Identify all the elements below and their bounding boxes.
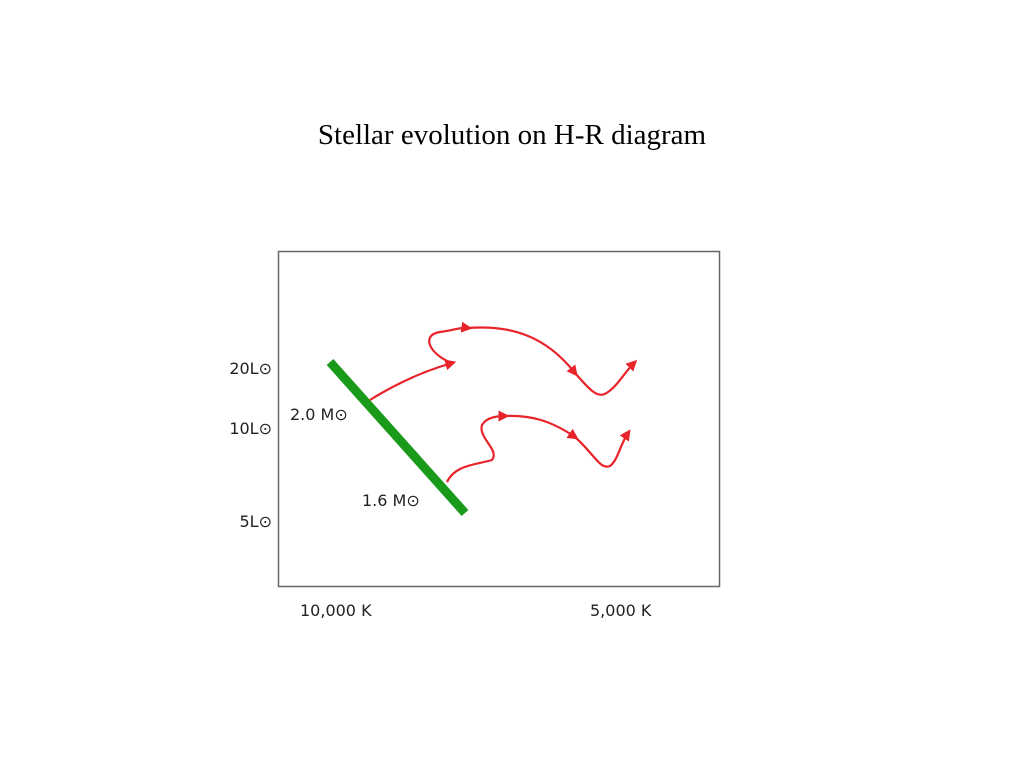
evolution-track	[369, 321, 638, 401]
main-sequence	[326, 359, 469, 516]
title: Stellar evolution on H-R diagram	[318, 119, 707, 151]
evolution-track	[446, 410, 631, 483]
x-label: 10,000 K	[300, 601, 372, 620]
y-label: 20L⊙	[229, 359, 272, 378]
track-label: 1.6 M⊙	[362, 491, 420, 510]
y-label: 10L⊙	[229, 419, 272, 438]
x-label: 5,000 K	[590, 601, 652, 620]
y-label: 5L⊙	[240, 512, 273, 531]
track-label: 2.0 M⊙	[290, 405, 348, 424]
